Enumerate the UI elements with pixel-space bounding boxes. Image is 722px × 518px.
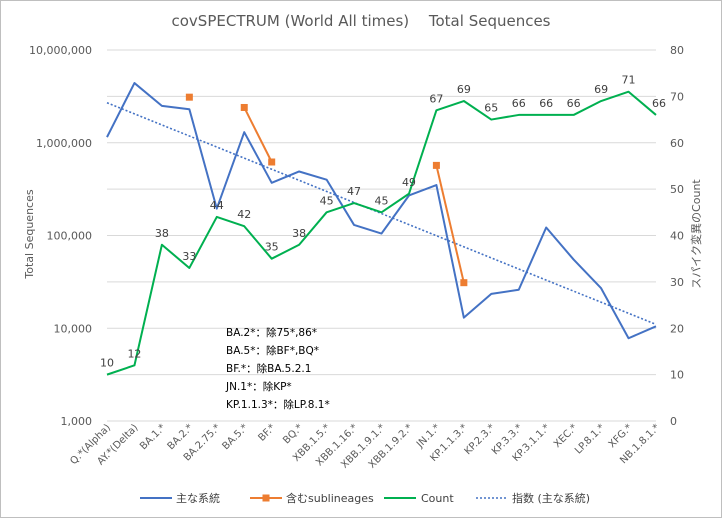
right-tick-label: 20 <box>670 322 684 335</box>
right-tick-label: 70 <box>670 90 684 103</box>
right-tick-label: 10 <box>670 369 684 382</box>
exclusion-notes: BA.2*：除75*,86* BA.5*：除BF*,BQ* BF.*：除BA.5… <box>225 326 330 411</box>
count-data-label: 12 <box>127 347 141 360</box>
left-tick-label: 10,000 <box>54 322 93 335</box>
legend-item-count: Count <box>384 492 454 505</box>
series-main-lineage-line <box>106 82 657 340</box>
legend-label: 含むsublineages <box>286 491 374 505</box>
right-tick-label: 80 <box>670 44 684 57</box>
legend: 主な系統 含むsublineages Count 指数 (主な系統) <box>140 491 590 505</box>
data-labels: 10 12 38 33 44 42 35 38 45 47 45 49 67 69 65 66 66 66 69 71… <box>100 74 666 370</box>
left-axis-ticks: 1,000 10,000 100,000 1,000,000 10,000,000 <box>29 44 92 428</box>
count-data-label: 69 <box>457 83 471 96</box>
note-line: JN.1*：除KP* <box>225 380 292 393</box>
legend-item-trend: 指数 (主な系統) <box>476 491 590 505</box>
count-data-label: 10 <box>100 357 114 370</box>
count-data-label: 42 <box>237 208 251 221</box>
count-data-label: 71 <box>622 74 636 87</box>
count-data-label: 67 <box>429 92 443 105</box>
count-data-label: 66 <box>539 97 553 110</box>
right-tick-label: 40 <box>670 230 684 243</box>
right-tick-label: 30 <box>670 276 684 289</box>
right-axis-title: スパイク変異のCount <box>689 179 703 289</box>
count-data-label: 38 <box>292 227 306 240</box>
count-data-label: 45 <box>375 194 389 207</box>
trendline-main-lineage <box>106 101 657 326</box>
legend-marker <box>262 494 270 502</box>
note-line: BF.*：除BA.5.2.1 <box>226 362 311 375</box>
count-data-label: 66 <box>567 97 581 110</box>
note-line: KP.1.1.3*：除LP.8.1* <box>226 398 330 411</box>
count-data-label: 65 <box>484 102 498 115</box>
series-sublineages-line <box>435 165 465 283</box>
legend-item-main-lineage: 主な系統 <box>140 491 220 505</box>
count-data-label: 69 <box>594 83 608 96</box>
series-count-line <box>106 90 657 376</box>
gridlines <box>107 49 656 422</box>
right-axis-ticks: 0 10 20 30 40 50 60 70 80 <box>670 44 684 428</box>
note-line: BA.5*：除BF*,BQ* <box>226 344 319 357</box>
legend-label: 主な系統 <box>176 491 220 505</box>
count-data-label: 33 <box>182 250 196 263</box>
count-data-label: 35 <box>265 241 279 254</box>
sublineage-point <box>185 93 193 101</box>
left-tick-label: 10,000,000 <box>29 44 92 57</box>
left-tick-label: 1,000 <box>61 415 93 428</box>
legend-item-sublineages: 含むsublineages <box>250 491 374 505</box>
series-layer <box>106 82 657 376</box>
sublineage-point <box>460 279 468 287</box>
left-tick-label: 1,000,000 <box>36 137 92 150</box>
count-data-label: 38 <box>155 227 169 240</box>
left-axis-title: Total Sequences <box>23 189 36 279</box>
count-data-label: 66 <box>512 97 526 110</box>
right-tick-label: 0 <box>670 415 677 428</box>
right-tick-label: 50 <box>670 183 684 196</box>
left-tick-label: 100,000 <box>47 230 93 243</box>
series-sublineages-line <box>243 107 273 163</box>
chart-title: covSPECTRUM (World All times) Total Sequ… <box>172 12 551 30</box>
count-data-label: 44 <box>210 199 224 212</box>
right-tick-label: 60 <box>670 137 684 150</box>
note-line: BA.2*：除75*,86* <box>226 326 317 339</box>
count-data-label: 49 <box>402 176 416 189</box>
legend-label: Count <box>421 492 454 505</box>
legend-label: 指数 (主な系統) <box>512 491 590 505</box>
count-data-label: 66 <box>652 97 666 110</box>
sublineage-point <box>432 161 440 169</box>
count-data-label: 45 <box>320 194 334 207</box>
count-data-label: 47 <box>347 185 361 198</box>
sublineage-point <box>268 158 276 166</box>
sublineage-point <box>240 103 248 111</box>
